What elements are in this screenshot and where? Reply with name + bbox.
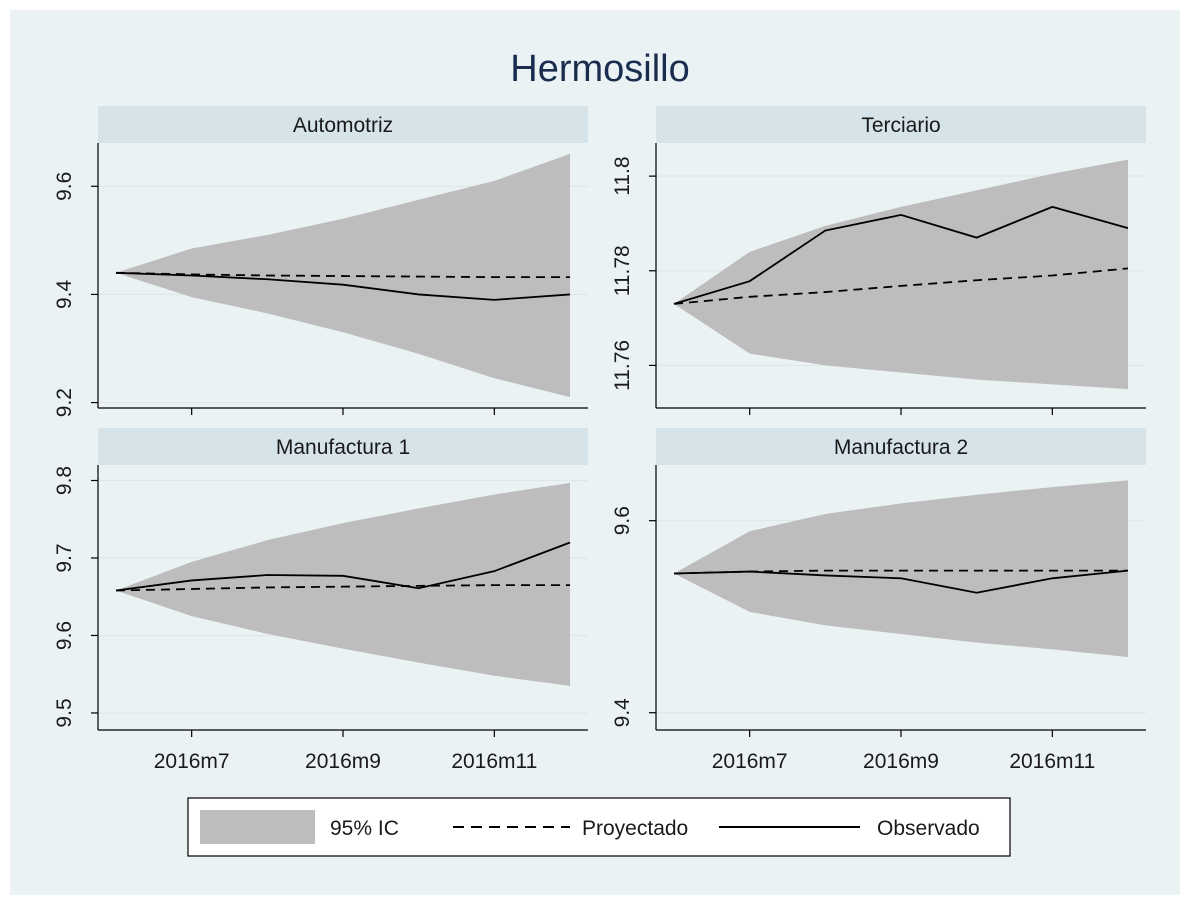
y-tick-label: 9.6 <box>611 506 634 535</box>
x-tick-label: 2016m7 <box>154 750 230 773</box>
panel-strip-label: Automotriz <box>293 114 393 137</box>
ci-band <box>116 482 570 686</box>
ci-band <box>674 159 1128 390</box>
series-observado-line <box>115 271 571 301</box>
legend: 95% IC Proyectado Observado <box>187 797 1011 857</box>
panel-terciario: Terciario11.7611.7811.82016m72016m92016m… <box>611 106 1146 451</box>
legend-box <box>187 797 1011 857</box>
series-observado-line <box>673 205 1129 305</box>
series-proyectado-line <box>115 271 570 279</box>
series-proyectado-line <box>115 584 570 592</box>
series-proyectado-line <box>673 267 1129 305</box>
panel-strip-label: Manufactura 1 <box>276 436 410 459</box>
y-tick-label: 9.5 <box>53 698 76 727</box>
legend-key-band <box>200 810 315 844</box>
x-tick-label: 2016m9 <box>305 750 381 773</box>
series-observado-line <box>673 569 1129 594</box>
y-tick-label: 9.2 <box>53 388 76 417</box>
panel-manufactura-2: Manufactura 2 9.4 9.6 2016m7 2016m9 2016m11 <box>611 428 1146 773</box>
legend-label-95-ic: 95% IC <box>330 817 399 840</box>
x-tick-label: 2016m11 <box>451 750 537 773</box>
panel-strip <box>98 106 588 143</box>
panel-strip-label: Manufactura 2 <box>834 436 968 459</box>
panel-strip <box>656 106 1146 143</box>
y-tick-label: 11.8 <box>611 156 634 195</box>
x-tick-label: 2016m7 <box>712 750 788 773</box>
legend-label-observado: Observado <box>877 817 980 840</box>
panel-manufactura-1: Manufactura 1 9.5 9.6 9.7 9.8 2016m7 2016m9 201… <box>53 428 588 773</box>
chart-title: Hermosillo <box>510 48 689 90</box>
panel-strip <box>656 428 1146 465</box>
x-tick-label: 2016m9 <box>863 750 939 773</box>
y-tick-label: 11.78 <box>611 245 634 296</box>
y-tick-label: 9.6 <box>53 172 76 201</box>
series-observado-line <box>115 541 571 592</box>
y-tick-label: 9.4 <box>53 280 76 310</box>
y-tick-label: 9.7 <box>53 543 76 572</box>
panels: Automotriz 9.2 9.4 9.6 2016m7 2016m9 2016m11 Te… <box>53 106 1146 773</box>
x-tick-label: 2016m11 <box>1009 750 1095 773</box>
legend-label-proyectado: Proyectado <box>582 817 688 840</box>
panel-strip <box>98 428 588 465</box>
y-tick-label: 9.4 <box>611 698 634 728</box>
y-tick-label: 9.6 <box>53 621 76 650</box>
ci-band <box>674 480 1128 658</box>
y-tick-label: 11.76 <box>611 340 634 391</box>
panel-strip-label: Terciario <box>861 114 940 137</box>
y-tick-label: 9.8 <box>53 466 76 495</box>
